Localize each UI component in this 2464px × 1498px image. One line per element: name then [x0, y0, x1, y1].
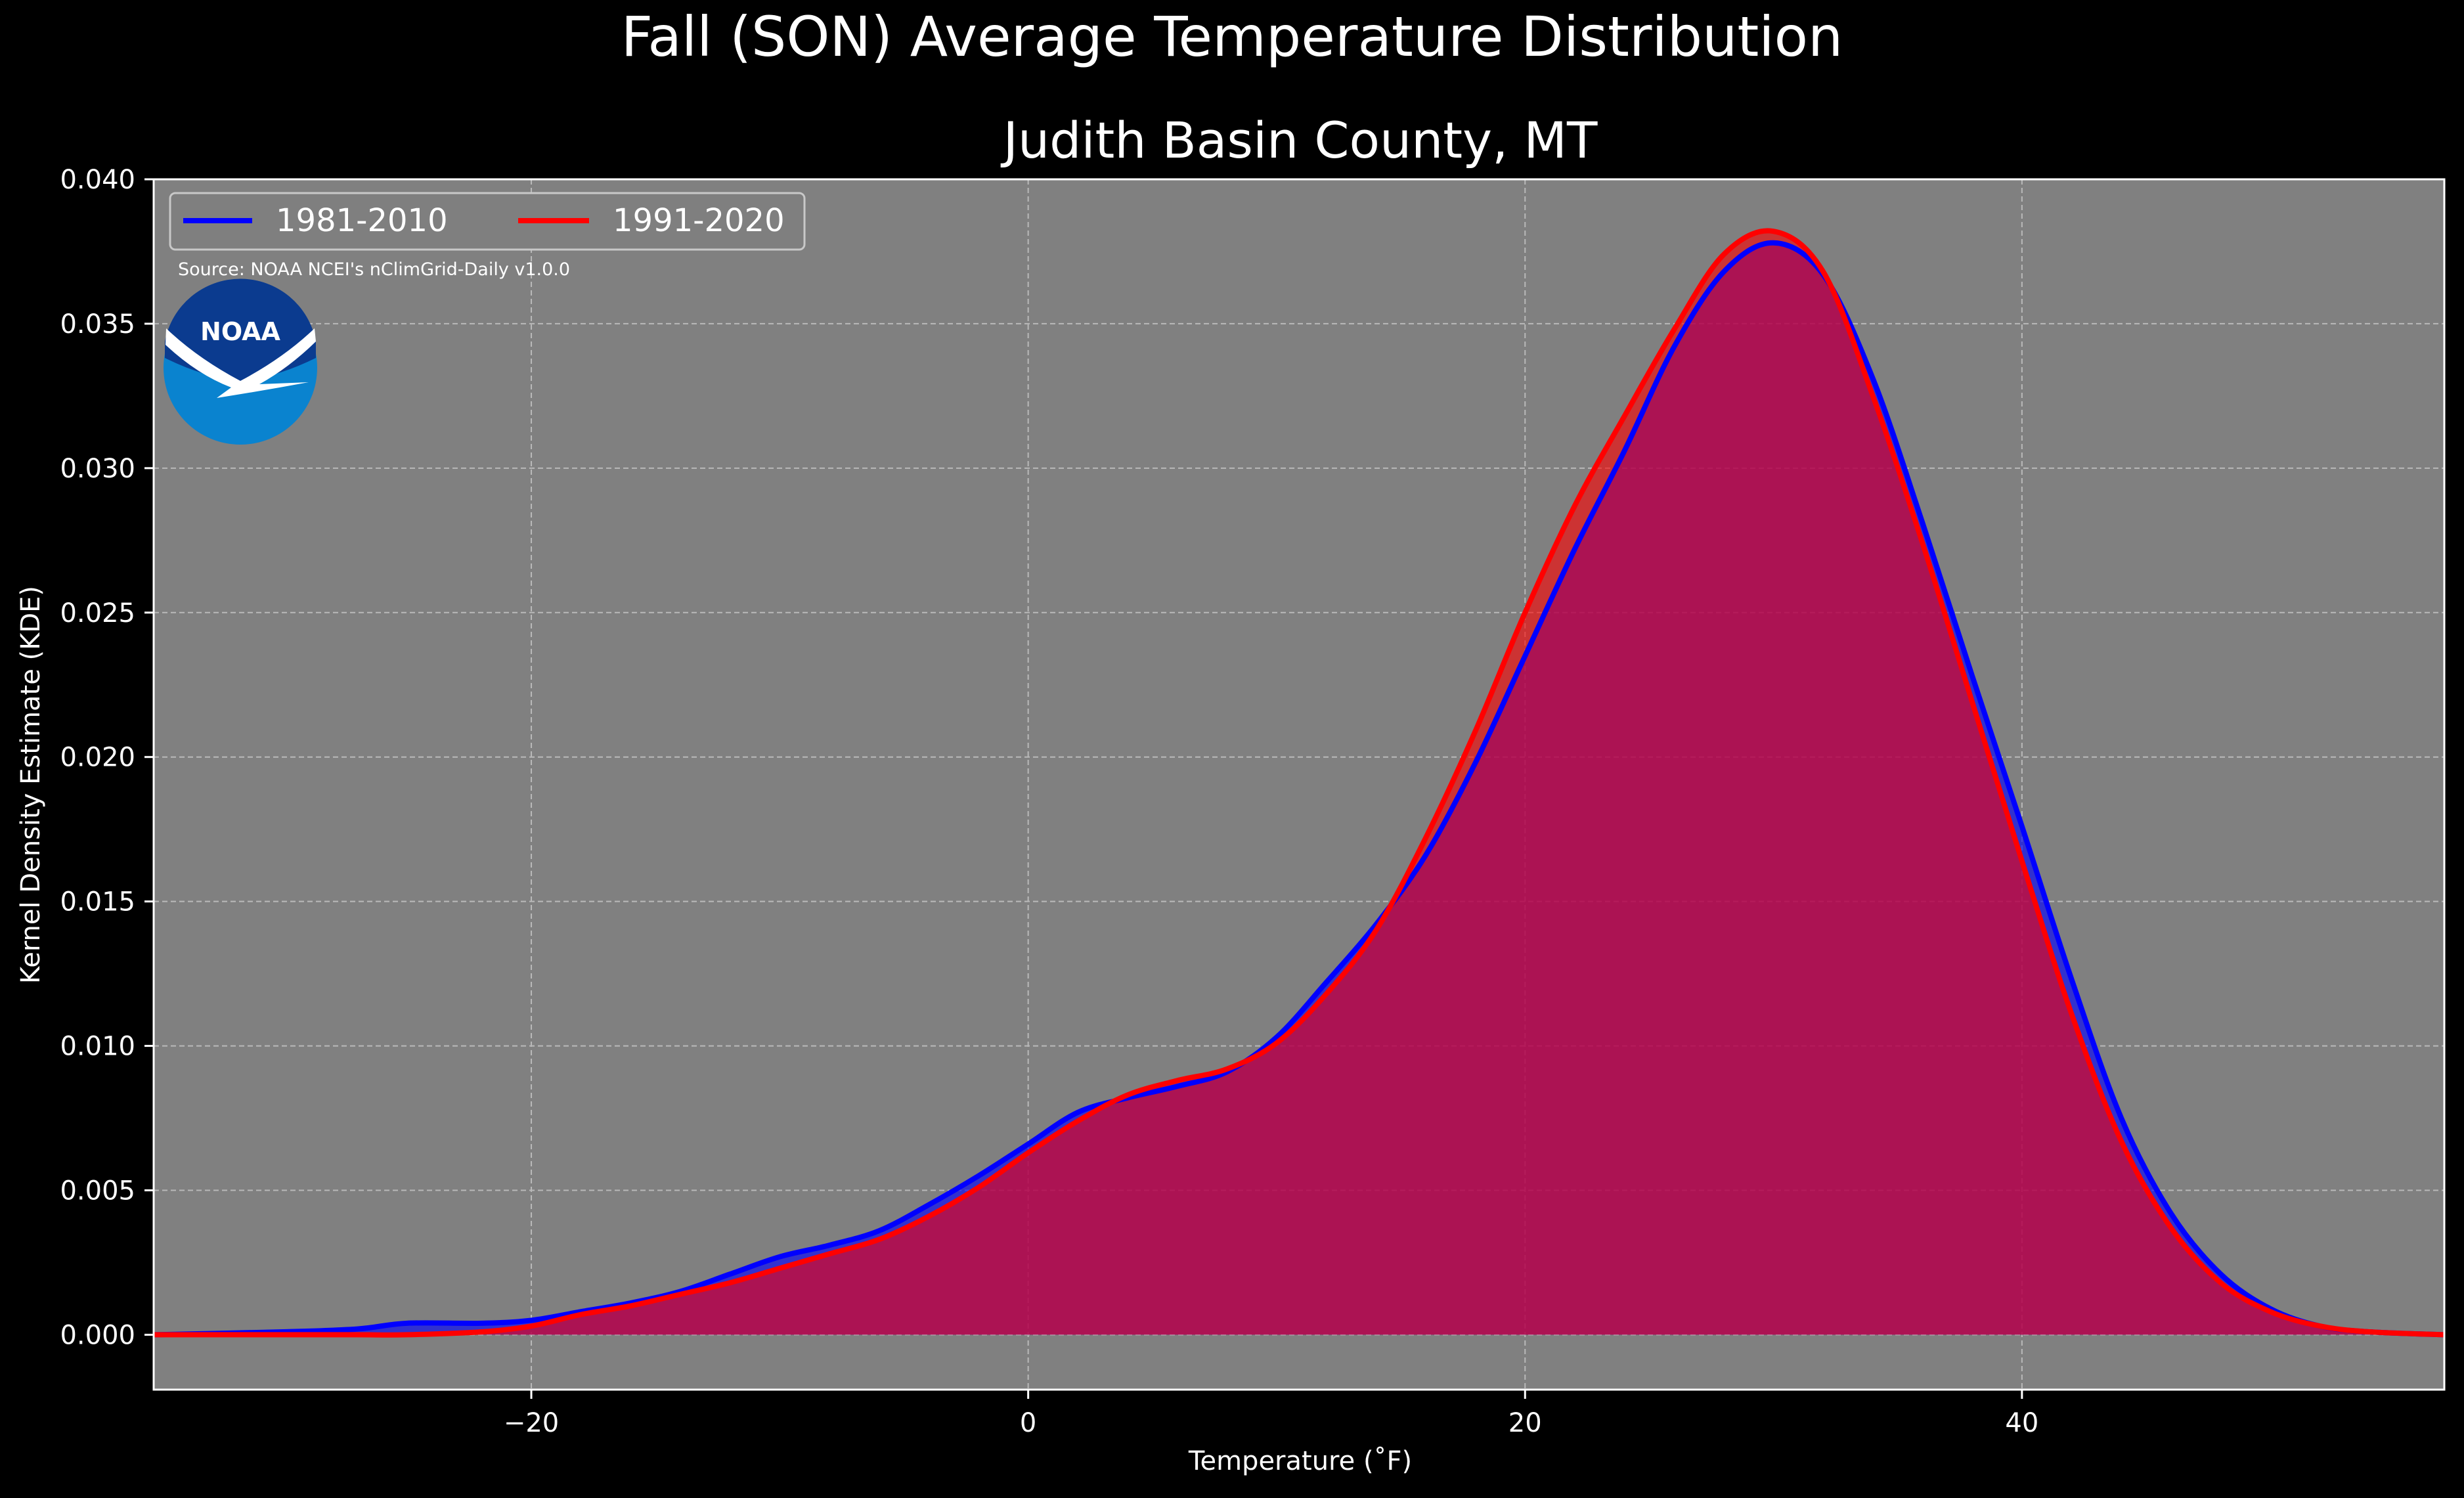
y-tick-label: 0.030: [60, 454, 135, 484]
density-lines: [153, 228, 2445, 1338]
y-tick-label: 0.005: [60, 1176, 135, 1206]
x-tick-label: 0: [1020, 1408, 1036, 1438]
y-tick-label: 0.020: [60, 743, 135, 773]
y-tick-label: 0.035: [60, 309, 135, 340]
y-tick-label: 0.015: [60, 887, 135, 917]
line-1991-2020: [153, 228, 2445, 1338]
x-tick-label: 20: [1508, 1408, 1542, 1438]
y-axis-ticks: 0.000 0.005 0.010 0.015 0.020 0.025 0.030 0.035…: [60, 165, 154, 1350]
legend: 1981-2010 1991-2020: [169, 192, 806, 251]
x-tick-label: −20: [504, 1408, 559, 1438]
noaa-logo: NOAA: [164, 278, 317, 445]
legend-box: [169, 192, 806, 251]
legend-label-1991-2020: 1991-2020: [613, 202, 785, 239]
y-axis-label: Kernel Density Estimate (KDE): [16, 586, 46, 984]
y-tick-label: 0.000: [60, 1320, 135, 1350]
source-note: Source: NOAA NCEI's nClimGrid-Daily v1.0…: [178, 259, 570, 280]
y-tick-label: 0.040: [60, 165, 135, 195]
chart-title: Fall (SON) Average Temperature Distribut…: [621, 5, 1843, 69]
y-tick-label: 0.010: [60, 1032, 135, 1062]
density-areas: [154, 231, 2444, 1335]
x-axis-ticks: −20 0 20 40: [504, 1390, 2038, 1438]
area-1991-2020: [154, 231, 2444, 1335]
plot-frame: [152, 178, 2446, 1391]
y-tick-label: 0.025: [60, 598, 135, 628]
x-axis-label: Temperature (˚F): [1188, 1446, 1412, 1476]
chart-subtitle: Judith Basin County, MT: [1001, 111, 1598, 169]
logo-text: NOAA: [200, 317, 280, 346]
legend-label-1981-2010: 1981-2010: [276, 202, 448, 239]
x-tick-label: 40: [2005, 1408, 2038, 1438]
